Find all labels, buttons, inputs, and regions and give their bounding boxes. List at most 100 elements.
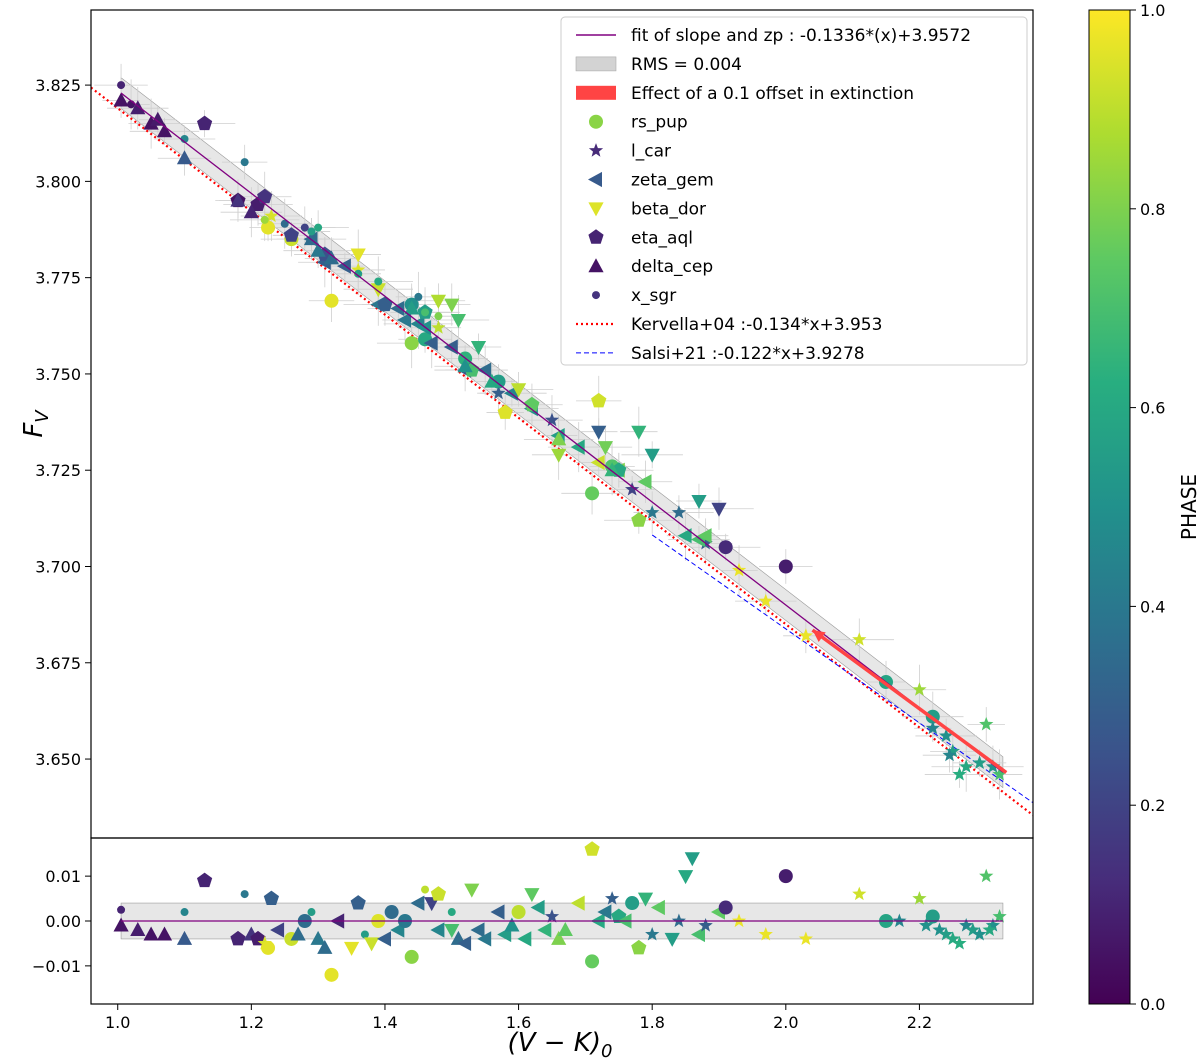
point-rs_pup (324, 293, 339, 308)
point-zeta_gem (423, 335, 438, 351)
point-beta_dor (370, 283, 386, 298)
colorbar-tick-label: 0.2 (1140, 796, 1165, 815)
legend-marker-beta_dor (588, 202, 604, 217)
point-l_car (945, 743, 960, 758)
point-l_car (645, 505, 660, 519)
residual-point (117, 905, 126, 914)
x-tick-label: 1.6 (506, 1013, 531, 1032)
residual-point (544, 909, 560, 923)
residual-point (197, 872, 213, 888)
point-delta_cep (230, 192, 246, 207)
residual-point (430, 922, 445, 938)
residual-point (240, 890, 249, 899)
residual-point (584, 841, 600, 856)
fit-line (120, 92, 1004, 773)
point-beta_dor (450, 314, 466, 328)
colorbar-tick-label: 0.4 (1140, 597, 1165, 616)
point-x_sgr (117, 81, 126, 90)
residual-point (965, 922, 980, 936)
residual-point (317, 939, 333, 954)
residual-point (731, 913, 747, 928)
colorbar-label: PHASE (1177, 474, 1200, 540)
point-l_car (544, 412, 560, 427)
point-zeta_gem (336, 258, 351, 274)
point-zeta_gem (570, 439, 585, 455)
y-tick-label: 3.650 (35, 750, 81, 769)
residual-point (625, 896, 640, 911)
series-eta_aql (197, 115, 647, 527)
legend-entry-ext: Effect of a 0.1 offset in extinction (576, 84, 914, 104)
legend-marker-eta_aql (588, 229, 604, 244)
residual-point (524, 888, 540, 903)
colorbar-tick-label: 0.0 (1140, 995, 1165, 1014)
point-l_car (925, 720, 940, 735)
point-eta_aql (524, 396, 540, 412)
residual-point (631, 939, 647, 955)
point-l_car (992, 767, 1007, 781)
colorbar-tick-label: 0.8 (1140, 200, 1165, 219)
colorbar: 0.0 0.2 0.4 0.6 0.8 1.0 PHASE (1088, 1, 1200, 1014)
legend-entry-kervella: Kervella+04 :-0.134*x+3.953 (576, 315, 882, 335)
residual-point (551, 930, 567, 945)
x-axis-label-base: (V − K) (508, 1028, 601, 1058)
residual-point (798, 931, 813, 945)
point-beta_dor (444, 298, 460, 313)
residual-point (985, 918, 1000, 932)
legend-entry-zeta_gem: zeta_gem (588, 171, 714, 191)
point-rs_pup (261, 220, 276, 235)
point-l_car (852, 632, 867, 646)
residual-point (130, 922, 146, 936)
residual-point (261, 940, 276, 955)
residual-point (490, 904, 505, 920)
legend-label-salsi: Salsi+21 :-0.122*x+3.9278 (631, 344, 865, 364)
residual-point (959, 918, 974, 932)
point-delta_cep (156, 123, 173, 138)
point-zeta_gem (477, 362, 492, 378)
point-eta_aql (497, 404, 513, 419)
point-delta_cep (404, 300, 420, 315)
point-x_sgr (374, 277, 383, 286)
residual-y-tick-label: 0.01 (45, 867, 81, 886)
point-x_sgr (260, 215, 269, 224)
residual-point (671, 913, 686, 928)
x-tick-label: 2.0 (773, 1013, 798, 1032)
residual-point (307, 908, 316, 917)
extinction-arrow-shaft (811, 628, 1008, 774)
residual-point (457, 935, 472, 951)
residual-point (939, 927, 954, 941)
residual-point (230, 930, 246, 946)
series-delta_cep (113, 92, 620, 477)
residual-point (464, 883, 480, 898)
point-delta_cep (143, 115, 159, 130)
residual-point (324, 967, 339, 982)
point-delta_cep (176, 150, 193, 165)
residual-point (447, 908, 456, 917)
legend-entry-delta_cep: delta_cep (588, 257, 713, 277)
series-x_sgr (117, 81, 443, 321)
legend-entry-eta_aql: eta_aql (588, 228, 693, 248)
legend-entry-fit: fit of slope and zp : -0.1336*(x)+3.9572 (576, 26, 971, 46)
y-axis-label: FV (19, 409, 53, 438)
point-x_sgr (434, 312, 443, 321)
point-delta_cep (113, 92, 129, 107)
residual-point (504, 917, 520, 932)
legend-label-eta_aql: eta_aql (631, 228, 693, 248)
point-zeta_gem (397, 312, 411, 328)
legend-marker-x_sgr (592, 291, 600, 300)
residual-point (377, 931, 391, 947)
point-l_car (912, 682, 927, 696)
legend-label-fit: fit of slope and zp : -0.1336*(x)+3.9572 (631, 26, 971, 46)
residual-point (537, 922, 552, 938)
point-beta_dor (711, 502, 727, 517)
legend-label-l_car: l_car (631, 142, 671, 162)
residual-point (180, 908, 189, 917)
colorbar-gradient (1088, 9, 1131, 1005)
residual-y-tick-label: −0.01 (32, 957, 81, 976)
x-tick-label: 1.2 (239, 1013, 264, 1032)
point-l_car (798, 628, 813, 642)
point-zeta_gem (637, 474, 652, 490)
residual-point (597, 904, 612, 920)
residual-point (932, 922, 947, 936)
legend-entry-x_sgr: x_sgr (592, 286, 676, 306)
point-delta_cep (457, 358, 473, 373)
